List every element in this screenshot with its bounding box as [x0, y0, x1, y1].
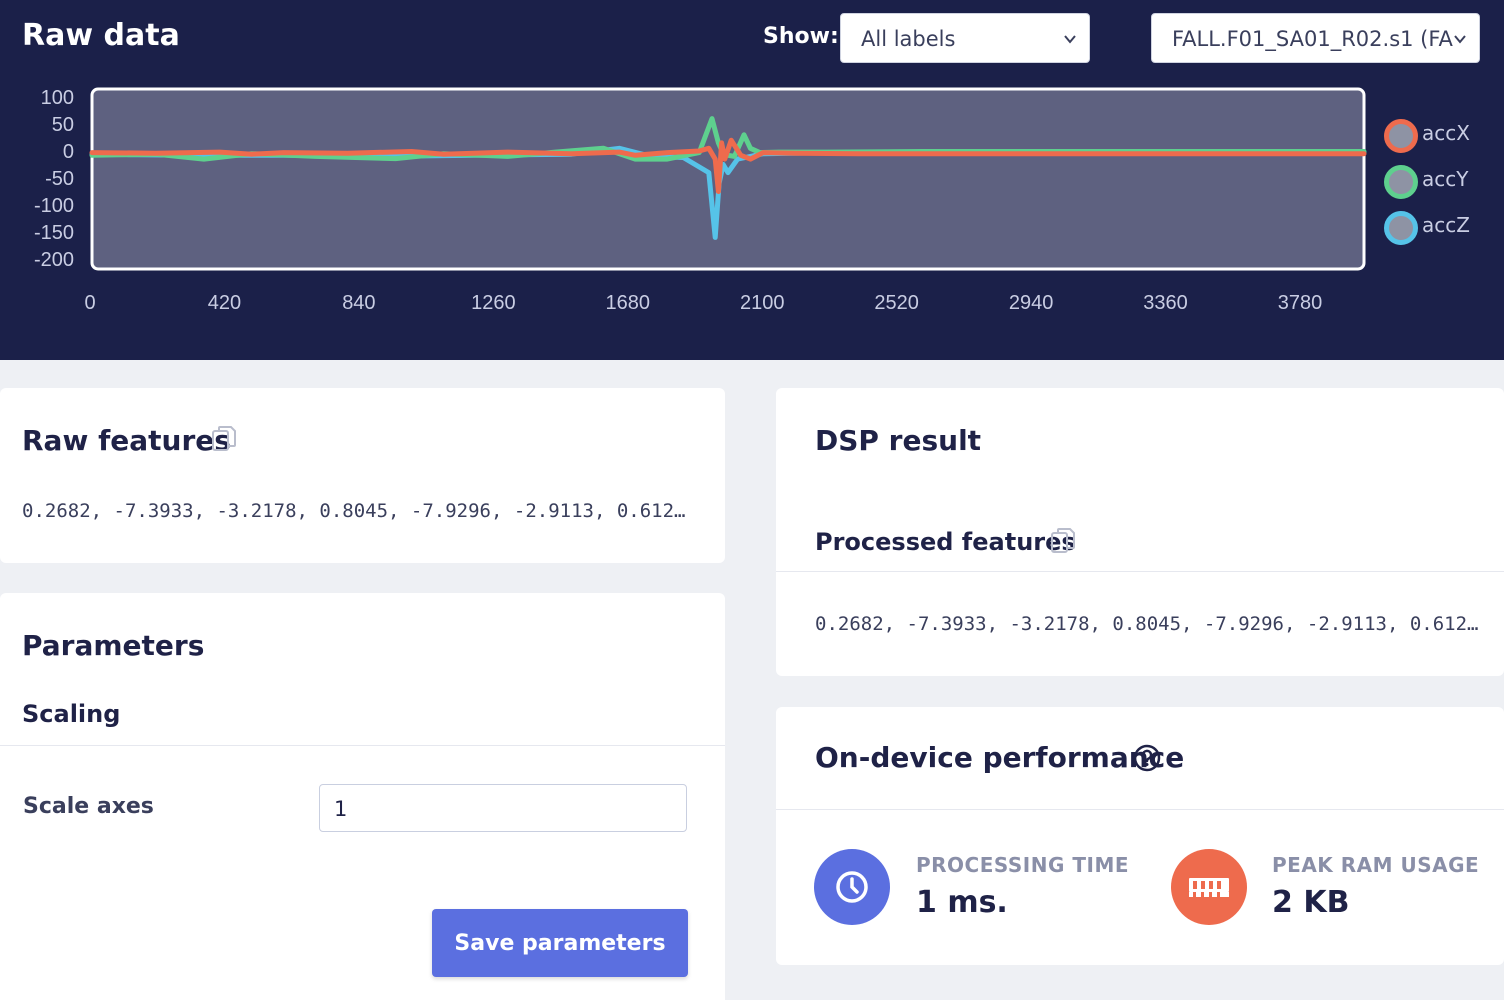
raw-features-card: Raw features 0.2682, -7.3933, -3.2178, 0… [0, 388, 725, 563]
performance-card: On-device performance [776, 707, 1504, 965]
x-tick-label: 0 [84, 292, 95, 314]
legend-swatch [1384, 211, 1418, 245]
x-tick-label: 1680 [606, 292, 651, 314]
chevron-down-icon [1064, 35, 1076, 44]
dsp-result-title: DSP result [815, 424, 982, 457]
legend-swatch [1384, 119, 1418, 153]
y-tick-label: 100 [41, 87, 74, 109]
sample-select[interactable]: FALL.F01_SA01_R02.s1 (FA [1151, 13, 1480, 63]
section-divider [0, 745, 725, 746]
clock-icon [836, 871, 868, 903]
show-label: Show: [763, 24, 839, 49]
raw-features-values: 0.2682, -7.3933, -3.2178, 0.8045, -7.929… [22, 500, 686, 522]
performance-title: On-device performance [815, 741, 1185, 774]
labels-select-value: All labels [861, 27, 956, 51]
raw-data-panel: Raw data Show: All labels FALL.F01_SA01_… [0, 0, 1504, 360]
legend-item-accY[interactable]: accY [1382, 159, 1492, 205]
x-tick-label: 420 [208, 292, 241, 314]
raw-data-chart: 100 50 0 -50 -100 -150 -200 0 420 840 1260 1680 2100… [34, 87, 1367, 314]
legend-label: accZ [1422, 213, 1470, 237]
scale-axes-label: Scale axes [23, 794, 154, 819]
section-divider [776, 571, 1504, 572]
chevron-down-icon [1454, 35, 1466, 44]
processing-time-badge [814, 849, 890, 925]
peak-ram-label: PEAK RAM USAGE [1272, 853, 1480, 877]
memory-chip-icon [1189, 878, 1229, 897]
series-line-accX [89, 137, 1367, 194]
x-tick-label: 3360 [1143, 292, 1188, 314]
help-icon[interactable] [1133, 744, 1161, 772]
legend-label: accX [1422, 121, 1470, 145]
legend-swatch [1384, 165, 1418, 199]
y-tick-label: -50 [45, 168, 74, 190]
x-tick-label: 2100 [740, 292, 785, 314]
y-tick-label: 0 [63, 141, 74, 163]
section-divider [776, 809, 1504, 810]
y-tick-label: -200 [34, 249, 74, 271]
peak-ram-badge [1171, 849, 1247, 925]
x-tick-label: 2520 [874, 292, 919, 314]
plot-area [90, 87, 1366, 271]
scale-axes-input[interactable]: 1 [319, 784, 687, 832]
legend-item-accX[interactable]: accX [1382, 113, 1492, 159]
raw-data-title: Raw data [22, 18, 180, 53]
copy-icon[interactable] [211, 425, 237, 455]
x-tick-label: 3780 [1278, 292, 1323, 314]
processed-features-values: 0.2682, -7.3933, -3.2178, 0.8045, -7.929… [815, 613, 1479, 635]
processing-time-label: PROCESSING TIME [916, 853, 1130, 877]
sample-select-value: FALL.F01_SA01_R02.s1 (FA [1172, 27, 1453, 51]
save-parameters-button[interactable]: Save parameters [432, 909, 688, 977]
x-tick-label: 1260 [471, 292, 516, 314]
parameters-title: Parameters [22, 629, 205, 662]
scaling-section-title: Scaling [22, 700, 121, 728]
raw-features-title: Raw features [22, 424, 231, 457]
processing-time-value: 1 ms. [916, 885, 1008, 920]
y-tick-label: -100 [34, 195, 74, 217]
legend-label: accY [1422, 167, 1469, 191]
x-tick-label: 840 [342, 292, 375, 314]
y-tick-label: 50 [52, 114, 74, 136]
y-tick-label: -150 [34, 222, 74, 244]
copy-icon[interactable] [1050, 527, 1076, 557]
chart-legend: accX accY accZ [1382, 113, 1492, 251]
legend-item-accZ[interactable]: accZ [1382, 205, 1492, 251]
x-tick-label: 2940 [1009, 292, 1054, 314]
labels-select[interactable]: All labels [840, 13, 1090, 63]
peak-ram-value: 2 KB [1272, 885, 1350, 920]
processed-features-title: Processed features [815, 528, 1076, 556]
dsp-result-card: DSP result Processed features 0.2682, -7… [776, 388, 1504, 676]
